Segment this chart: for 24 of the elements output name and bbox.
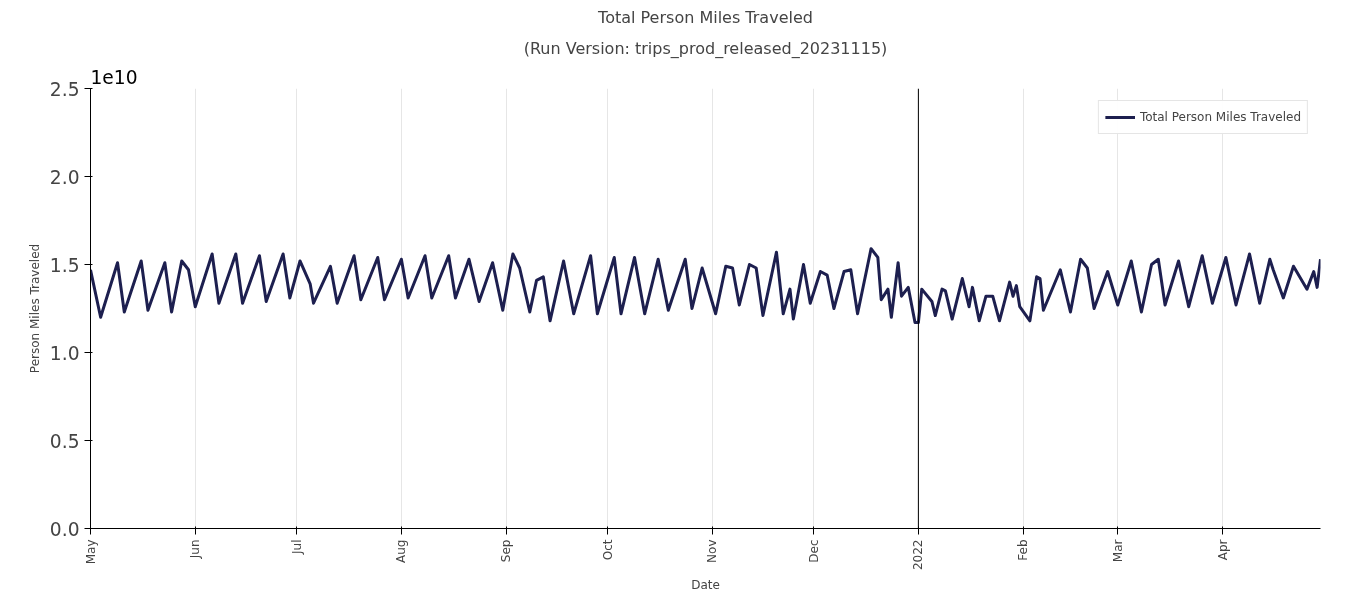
x-tick-label: Feb — [1016, 539, 1031, 561]
x-tick-label: Oct — [600, 539, 615, 561]
x-tick-label: 2022 — [911, 539, 926, 571]
x-tick-label: Apr — [1215, 539, 1230, 561]
y-tick-label: 1.5 — [49, 254, 80, 276]
y-tick-label: 2.0 — [49, 166, 80, 188]
x-axis-title: Date — [691, 578, 720, 593]
x-tick-label: Nov — [705, 539, 720, 563]
x-tick-label: Jun — [188, 539, 203, 560]
x-tick-label: Jul — [289, 539, 304, 555]
x-tick-label: Mar — [1110, 539, 1125, 563]
text: 1e10 — [90, 66, 138, 88]
y-axis-title: Person Miles Traveled — [27, 243, 42, 374]
y-tick-label: 2.5 — [49, 78, 80, 100]
chart-title: Total Person Miles Traveled — [597, 7, 813, 27]
y-tick-label: 1.0 — [49, 342, 80, 364]
y-tick-label: 0.0 — [49, 518, 80, 540]
legend-label: Total Person Miles Traveled — [1139, 110, 1301, 124]
y-tick-label: 0.5 — [49, 430, 80, 452]
chart-subtitle: (Run Version: trips_prod_released_20231115) — [523, 38, 888, 59]
x-tick-label: Dec — [806, 539, 821, 563]
x-tick-label: May — [83, 539, 98, 565]
x-tick-label: Aug — [394, 539, 409, 563]
x-tick-label: Sep — [499, 539, 514, 563]
